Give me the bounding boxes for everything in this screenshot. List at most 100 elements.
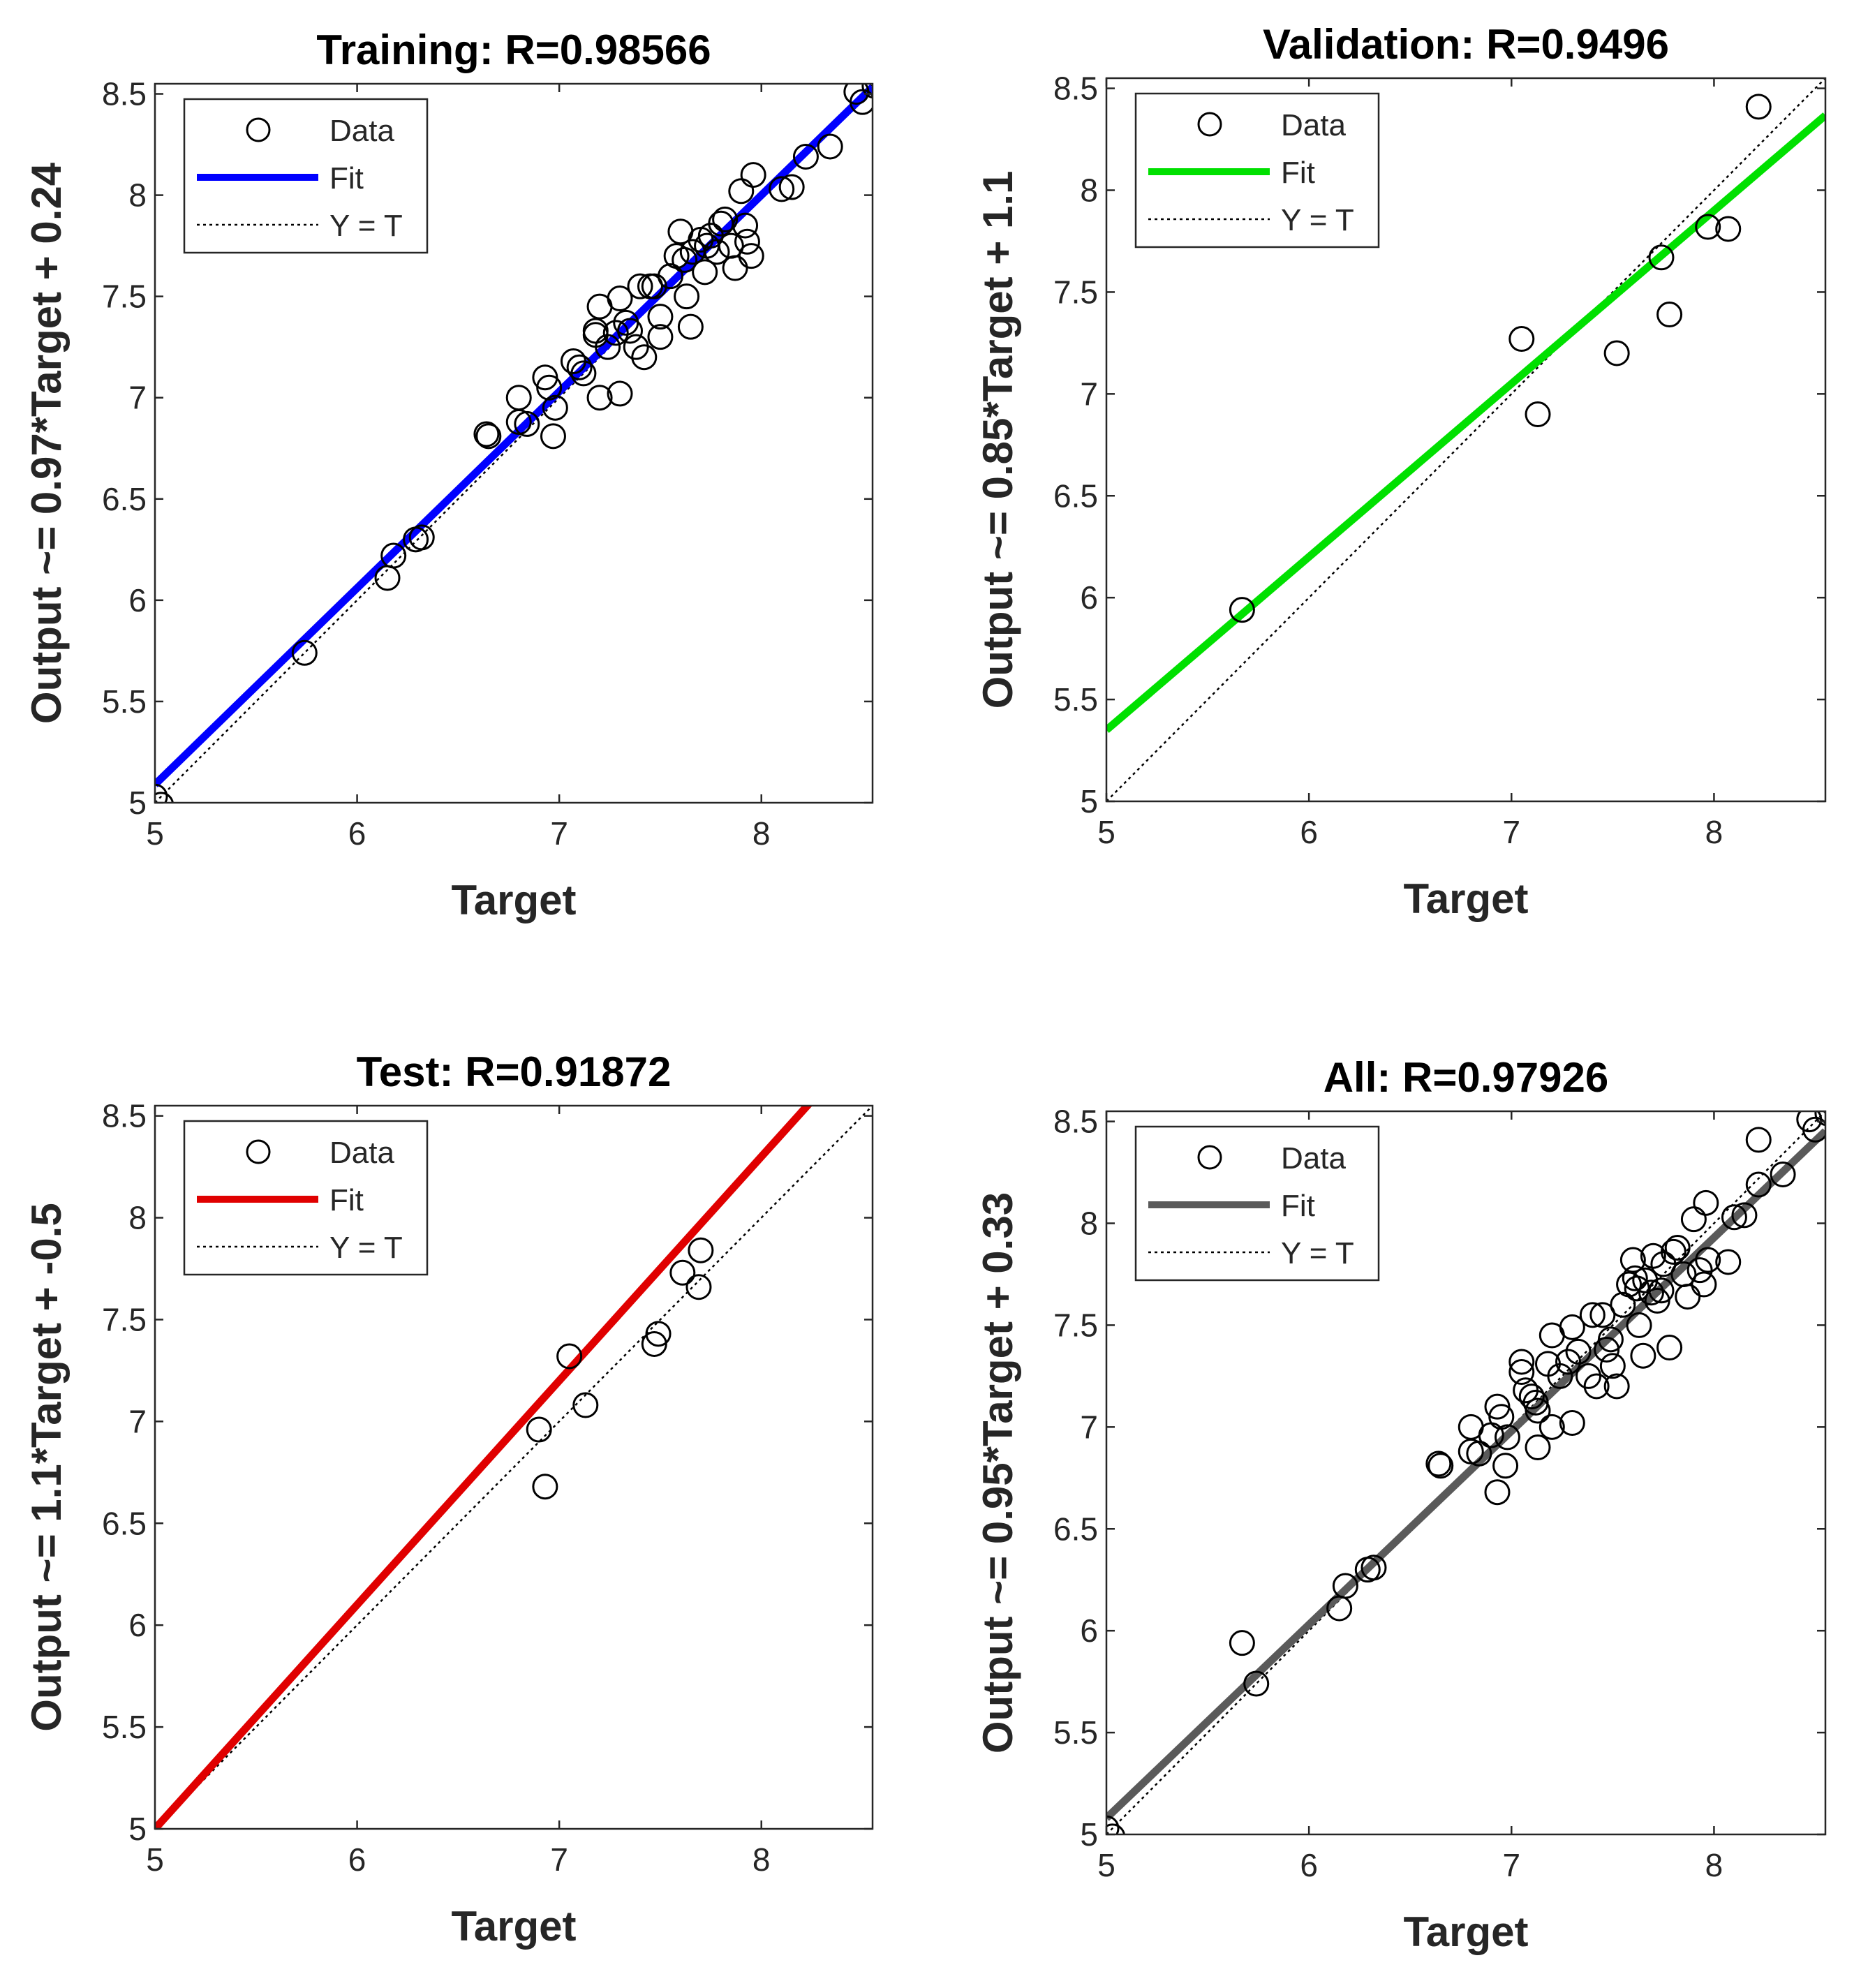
training-data-point xyxy=(570,360,597,387)
training-data-point xyxy=(586,385,613,411)
training-fit-line xyxy=(155,84,873,787)
test-ytick-label: 6.5 xyxy=(102,1505,147,1541)
validation-data-point xyxy=(1508,326,1535,353)
training-ytick-label: 7 xyxy=(128,380,147,416)
training-data-point xyxy=(657,263,683,290)
all-plot-content xyxy=(1106,1111,1825,1834)
all-data-point xyxy=(1680,1206,1707,1233)
all-data-point xyxy=(1691,1271,1717,1298)
training-xtick-label: 5 xyxy=(146,815,164,852)
test-data-point xyxy=(556,1343,583,1370)
validation-xtick-label: 5 xyxy=(1097,814,1115,850)
training-legend: Data Fit Y = T xyxy=(183,98,429,254)
all-ytick-label: 6 xyxy=(1080,1612,1098,1649)
validation-legend: Data Fit Y = T xyxy=(1134,92,1380,248)
validation-xtick-label: 6 xyxy=(1300,814,1318,850)
all-data-point xyxy=(1559,1314,1585,1340)
all-xtick-label: 5 xyxy=(1097,1847,1115,1883)
all-data-point xyxy=(1332,1573,1358,1599)
test-panel: 5 6 7 8 5 5.5 6 6.5 7 7.5 8 8.5 Test: R=0.91872 Targe… xyxy=(23,1048,874,1950)
all-xtick-label: 6 xyxy=(1300,1847,1318,1883)
training-data-point xyxy=(607,380,633,407)
training-data-point xyxy=(514,410,540,437)
all-data-point xyxy=(1638,1279,1664,1306)
test-data-point xyxy=(669,1259,696,1286)
validation-ytick-label: 7 xyxy=(1080,376,1098,412)
test-identity-line xyxy=(155,1106,873,1829)
training-data-point xyxy=(631,344,658,371)
all-legend-fit-label: Fit xyxy=(1281,1189,1315,1223)
training-data-point xyxy=(861,84,873,99)
all-data-point xyxy=(1597,1326,1624,1353)
all-data-point xyxy=(1664,1235,1691,1261)
all-xtick-label: 7 xyxy=(1502,1847,1520,1883)
all-data-point xyxy=(1547,1363,1573,1389)
training-data-point xyxy=(380,542,407,569)
validation-ytick-label: 5.5 xyxy=(1053,681,1098,718)
test-xtick-label: 6 xyxy=(348,1841,366,1878)
test-data-point xyxy=(685,1274,712,1300)
training-xtick-label: 6 xyxy=(348,815,366,852)
training-data-point xyxy=(792,143,819,170)
validation-ytick-label: 6 xyxy=(1080,579,1098,616)
all-data-point xyxy=(1622,1265,1648,1291)
training-chart-title: Training: R=0.98566 xyxy=(316,27,711,73)
training-data-point xyxy=(595,334,621,360)
validation-panel: 5 6 7 8 5 5.5 6 6.5 7 7.5 8 8.5 Validation: R=0.9496… xyxy=(974,21,1827,922)
all-data-point xyxy=(1599,1353,1626,1379)
all-data-point xyxy=(1802,1116,1825,1143)
training-data-point xyxy=(540,423,566,450)
training-data-point xyxy=(692,259,718,285)
training-data-point xyxy=(291,639,318,666)
test-axes-box xyxy=(154,1104,874,1830)
validation-data-point xyxy=(1695,214,1721,240)
test-x-axis-label: Target xyxy=(452,1903,577,1950)
all-data-point xyxy=(1603,1373,1630,1400)
validation-chart-title: Validation: R=0.9496 xyxy=(1263,21,1669,68)
training-data-point xyxy=(778,174,805,200)
all-data-point xyxy=(1492,1453,1519,1479)
training-ytick-label: 8.5 xyxy=(102,76,147,112)
training-data-point xyxy=(647,324,674,350)
training-y-axis-label: Output ~= 0.97*Target + 0.24 xyxy=(23,162,70,724)
all-data-point xyxy=(1106,1823,1125,1834)
training-xtick-label: 8 xyxy=(752,815,771,852)
training-data-point xyxy=(475,423,502,450)
test-ytick-label: 5 xyxy=(128,1811,147,1847)
validation-legend-identity-label: Y = T xyxy=(1281,203,1354,237)
all-data-point xyxy=(1721,1204,1747,1231)
all-data-point xyxy=(1648,1277,1675,1304)
training-data-point xyxy=(738,243,764,269)
all-x-axis-label: Target xyxy=(1404,1908,1529,1955)
all-data-point xyxy=(1539,1414,1565,1440)
test-data-point xyxy=(572,1392,599,1418)
training-x-axis-label: Target xyxy=(452,877,577,923)
all-data-point xyxy=(1626,1312,1652,1338)
marker-icon xyxy=(1197,112,1222,137)
all-data-point xyxy=(1770,1161,1796,1187)
validation-data-point xyxy=(1656,302,1683,328)
all-ytick-label: 7 xyxy=(1080,1409,1098,1445)
all-data-point xyxy=(1559,1410,1585,1437)
all-legend-data-label: Data xyxy=(1281,1141,1346,1175)
training-data-point xyxy=(769,176,795,202)
training-ytick-label: 7.5 xyxy=(102,279,147,315)
all-data-point xyxy=(1619,1247,1646,1273)
all-data-point xyxy=(1494,1424,1520,1451)
training-data-point xyxy=(473,421,500,447)
test-y-axis-label: Output ~= 1.1*Target + -0.5 xyxy=(23,1203,70,1731)
all-data-point xyxy=(1731,1202,1758,1229)
all-data-point xyxy=(1425,1451,1452,1477)
test-xtick-label: 7 xyxy=(550,1841,568,1878)
training-data-point xyxy=(607,285,633,312)
all-data-point xyxy=(1610,1291,1636,1318)
all-fit-line xyxy=(1106,1128,1825,1821)
validation-ytick-label: 7.5 xyxy=(1053,274,1098,310)
test-legend-fit-label: Fit xyxy=(329,1183,364,1217)
training-data-point xyxy=(712,206,739,232)
training-panel: 5 6 7 8 5 5.5 6 6.5 7 7.5 8 8.5 Training: R=0.98566 T… xyxy=(23,27,874,923)
training-legend-identity-label: Y = T xyxy=(329,209,403,243)
test-ytick-label: 6 xyxy=(128,1607,147,1643)
validation-ytick-label: 5 xyxy=(1080,783,1098,819)
test-legend: Data Fit Y = T xyxy=(183,1120,429,1276)
